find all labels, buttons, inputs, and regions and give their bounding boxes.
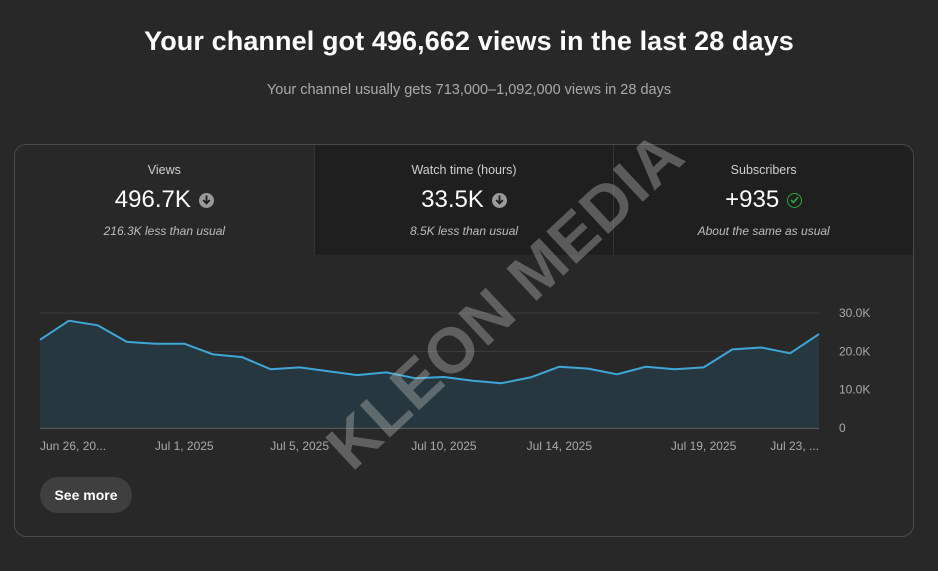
data-point[interactable]: [755, 342, 767, 354]
data-point[interactable]: [553, 361, 565, 373]
data-point[interactable]: [438, 371, 450, 383]
metric-value: 496.7K: [114, 186, 191, 213]
views-chart: 0 10.0K 20.0K 30.0K Jun 26, 20... Jul 1, 2025…: [34, 306, 870, 453]
metric-value: 33.5K: [421, 186, 484, 213]
x-tick-label: Jul 23, ...: [770, 439, 819, 453]
y-tick-label: 30.0K: [839, 306, 870, 320]
data-point[interactable]: [640, 361, 652, 373]
data-point[interactable]: [351, 369, 363, 381]
data-point[interactable]: [669, 363, 681, 375]
data-point[interactable]: [92, 319, 104, 331]
y-tick-label: 0: [839, 421, 846, 435]
metric-label: Views: [147, 163, 181, 177]
data-point[interactable]: [582, 363, 594, 375]
see-more-button[interactable]: See more: [40, 477, 132, 513]
x-tick-label: Jul 14, 2025: [527, 439, 593, 453]
arrow-down-circle-icon: [491, 192, 507, 208]
data-point[interactable]: [784, 347, 796, 359]
data-point[interactable]: [236, 351, 248, 363]
data-point[interactable]: [467, 375, 479, 387]
page-subtitle: Your channel usually gets 713,000–1,092,…: [266, 82, 672, 98]
tab-views[interactable]: Views 496.7K 216.3K less than usual: [15, 145, 314, 255]
arrow-down-circle-icon: [198, 192, 214, 208]
metric-note: About the same as usual: [697, 224, 830, 238]
data-point[interactable]: [524, 371, 536, 383]
data-point[interactable]: [611, 368, 623, 380]
metric-note: 8.5K less than usual: [409, 224, 519, 238]
data-point[interactable]: [294, 361, 306, 373]
data-point[interactable]: [323, 365, 335, 377]
data-point[interactable]: [265, 363, 277, 375]
metric-value: +935: [725, 186, 780, 213]
data-point[interactable]: [698, 361, 710, 373]
x-tick-label: Jul 5, 2025: [270, 439, 329, 453]
y-tick-label: 10.0K: [839, 383, 870, 397]
data-point[interactable]: [496, 377, 508, 389]
views-line: [39, 319, 820, 385]
data-point[interactable]: [726, 343, 738, 355]
data-point[interactable]: [121, 336, 133, 348]
data-point[interactable]: [409, 372, 421, 384]
data-point[interactable]: [813, 328, 825, 340]
y-tick-label: 20.0K: [839, 344, 870, 358]
data-point[interactable]: [34, 334, 46, 346]
metric-label: Subscribers: [730, 163, 797, 177]
data-point[interactable]: [207, 348, 219, 360]
views-area: [40, 320, 819, 428]
x-tick-label: Jul 19, 2025: [671, 439, 737, 453]
tab-subscribers[interactable]: Subscribers +935 About the same as usual: [613, 145, 913, 255]
x-tick-label: Jun 26, 20...: [40, 439, 106, 453]
x-tick-label: Jul 1, 2025: [155, 439, 214, 453]
page-title: Your channel got 496,662 views in the la…: [144, 26, 794, 56]
check-circle-icon: [787, 192, 803, 208]
metric-label: Watch time (hours): [411, 163, 517, 177]
data-point[interactable]: [63, 315, 75, 327]
metric-note: 216.3K less than usual: [103, 224, 226, 238]
data-point[interactable]: [149, 338, 161, 350]
x-tick-label: Jul 10, 2025: [411, 439, 477, 453]
tab-watch-time[interactable]: Watch time (hours) 33.5K 8.5K less than …: [313, 145, 614, 255]
analytics-card: Views 496.7K 216.3K less than usual Watc…: [14, 144, 914, 537]
data-point[interactable]: [178, 338, 190, 350]
data-point[interactable]: [380, 366, 392, 378]
metrics-tabs: Views 496.7K 216.3K less than usual Watc…: [15, 145, 913, 255]
